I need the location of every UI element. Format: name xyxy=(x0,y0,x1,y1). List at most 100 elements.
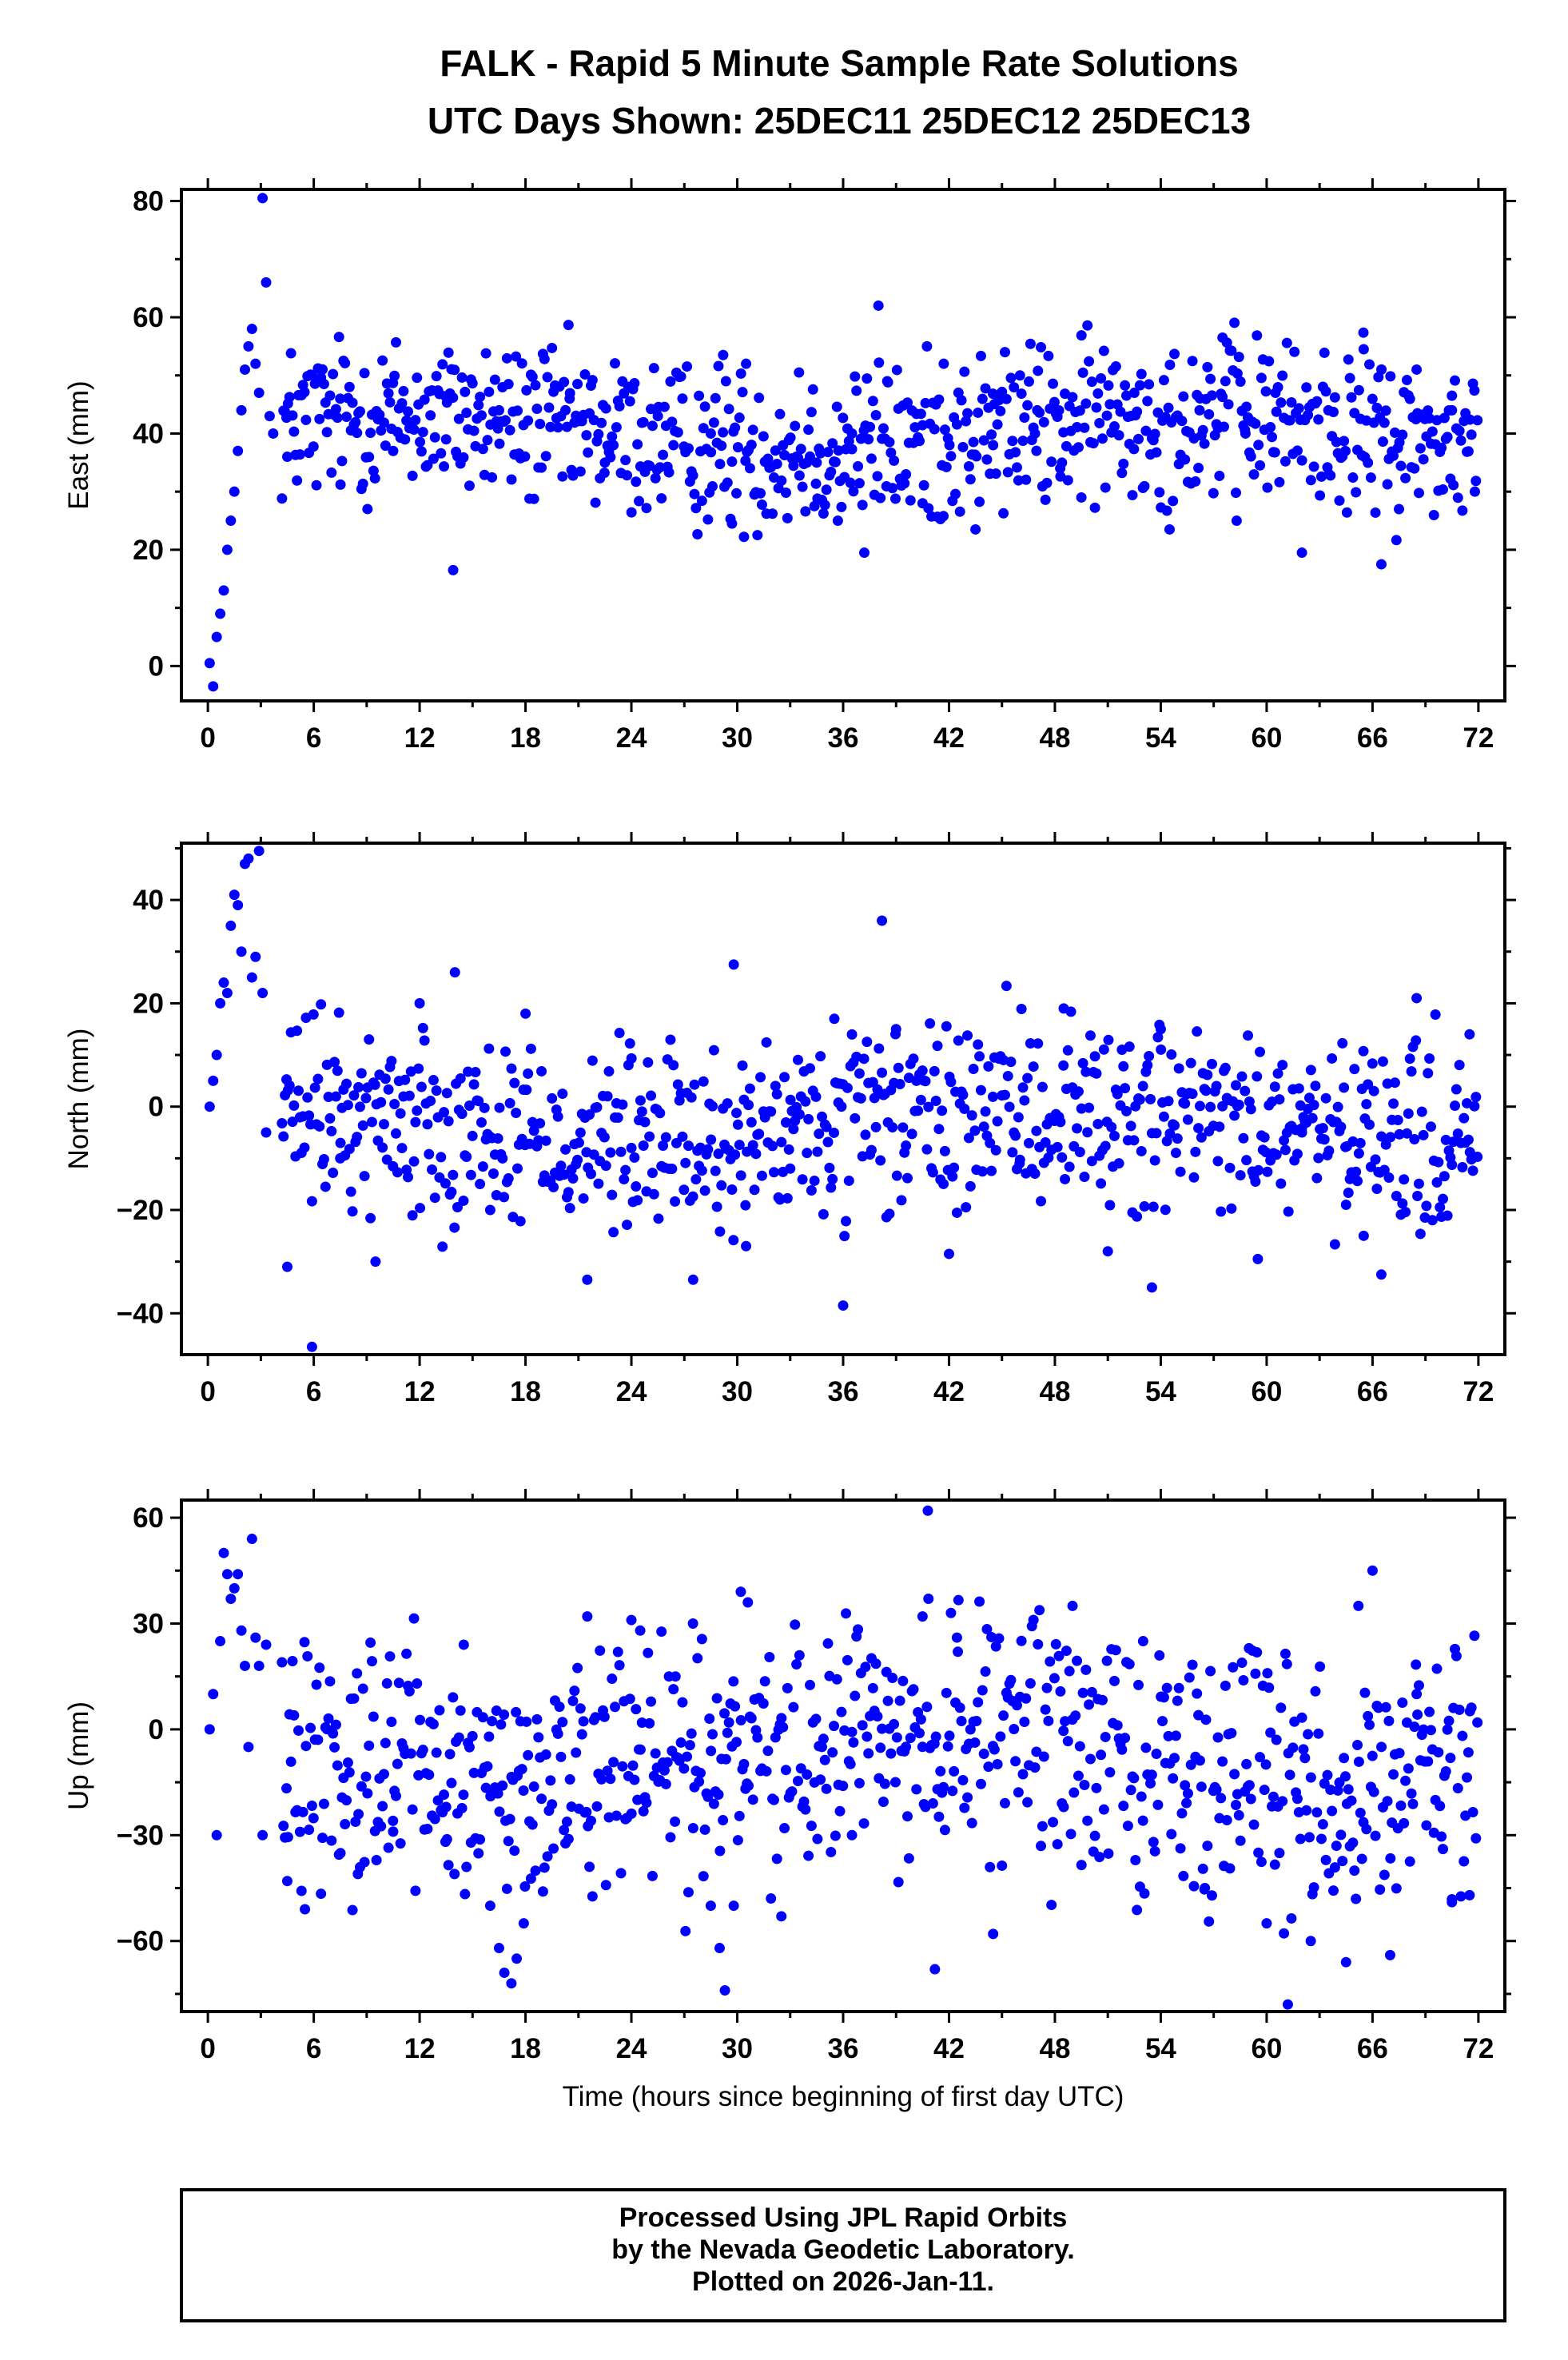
east-sample-point xyxy=(632,439,643,450)
north-sample-point xyxy=(1151,1128,1162,1139)
north-sample-point xyxy=(515,1216,526,1227)
up-sample-point xyxy=(846,1726,858,1737)
north-data-point xyxy=(1358,1230,1369,1241)
north-sample-point xyxy=(908,1053,919,1065)
north-sample-point xyxy=(540,1135,551,1146)
east-sample-point xyxy=(1315,490,1326,501)
up-sample-point xyxy=(492,1788,503,1799)
east-sample-point xyxy=(581,430,592,441)
up-sample-point xyxy=(531,1713,543,1725)
north-sample-point xyxy=(1089,1051,1100,1062)
up-sample-point xyxy=(1291,1793,1303,1805)
up-sample-point xyxy=(540,1749,551,1760)
east-y-tick-label: 20 xyxy=(133,535,164,566)
up-sample-point xyxy=(607,1673,618,1685)
north-sample-point xyxy=(810,1091,822,1102)
north-sample-point xyxy=(407,1210,418,1221)
north-data-point xyxy=(626,1142,637,1153)
north-sample-point xyxy=(782,1192,793,1204)
up-data-point xyxy=(687,1822,698,1833)
up-sample-point xyxy=(316,1888,327,1900)
up-data-point xyxy=(735,1586,746,1598)
up-sample-point xyxy=(611,1810,622,1821)
east-sample-point xyxy=(725,513,736,524)
east-sample-point xyxy=(1002,467,1013,478)
north-sample-point xyxy=(1403,1108,1414,1119)
up-sample-point xyxy=(1303,1729,1314,1740)
up-sample-point xyxy=(1423,1756,1434,1767)
up-data-point xyxy=(1353,1600,1364,1611)
up-sample-point xyxy=(383,1842,394,1853)
north-sample-point xyxy=(357,1120,368,1131)
east-sample-point xyxy=(1036,341,1047,352)
up-sample-point xyxy=(1069,1787,1080,1798)
up-sample-point xyxy=(660,1778,671,1789)
east-sample-point xyxy=(1470,476,1482,487)
east-sample-point xyxy=(1133,433,1144,444)
up-sample-point xyxy=(953,1594,964,1606)
up-sample-point xyxy=(1145,1777,1156,1789)
east-sample-point xyxy=(489,374,500,385)
north-sample-point xyxy=(341,1078,352,1089)
east-sample-point xyxy=(1140,425,1152,436)
up-sample-point xyxy=(1146,1769,1157,1781)
up-data-point xyxy=(582,1611,593,1622)
up-sample-point xyxy=(1311,1807,1323,1818)
north-sample-point xyxy=(821,1121,832,1132)
east-sample-point xyxy=(1418,454,1429,465)
up-sample-point xyxy=(719,1708,730,1719)
east-sample-point xyxy=(790,420,801,432)
east-sample-point xyxy=(682,361,693,372)
north-sample-point xyxy=(1470,1092,1482,1103)
up-sample-point xyxy=(848,1737,859,1748)
up-sample-point xyxy=(641,1797,652,1809)
east-sample-point xyxy=(819,499,830,511)
east-sample-point xyxy=(1409,463,1420,474)
up-sample-point xyxy=(1122,1821,1133,1832)
north-sample-point xyxy=(1279,1144,1291,1156)
up-sample-point xyxy=(1337,1856,1348,1867)
up-sample-point xyxy=(467,1730,478,1741)
east-sample-point xyxy=(1127,490,1138,501)
up-sample-point xyxy=(939,1825,950,1836)
north-sample-point xyxy=(292,1025,303,1037)
east-sample-point xyxy=(981,454,993,465)
up-sample-point xyxy=(969,1737,981,1748)
up-sample-point xyxy=(1308,1882,1319,1893)
north-sample-point xyxy=(603,1066,615,1077)
north-sample-point xyxy=(1406,1066,1417,1077)
up-sample-point xyxy=(947,1785,958,1797)
east-sample-point xyxy=(770,445,781,456)
up-sample-point xyxy=(1064,1666,1075,1677)
up-sample-point xyxy=(362,1788,373,1799)
up-sample-point xyxy=(1184,1672,1195,1683)
up-data-point xyxy=(221,1569,233,1580)
up-sample-point xyxy=(699,1824,710,1835)
north-sample-point xyxy=(817,1111,828,1122)
up-sample-point xyxy=(1009,1723,1020,1734)
east-sample-point xyxy=(1208,488,1219,499)
east-sample-point xyxy=(572,379,583,390)
east-sample-point xyxy=(747,424,758,436)
east-sample-point xyxy=(1339,436,1350,447)
north-x-tick-label: 18 xyxy=(510,1376,541,1407)
up-sample-point xyxy=(564,1774,575,1785)
up-sample-point xyxy=(1238,1674,1249,1685)
east-sample-point xyxy=(1077,367,1088,378)
north-data-point xyxy=(225,920,237,931)
north-sample-point xyxy=(1376,1131,1387,1142)
up-sample-point xyxy=(901,1741,912,1753)
east-sample-point xyxy=(675,371,686,382)
up-sample-point xyxy=(822,1638,834,1649)
east-sample-point xyxy=(862,373,873,384)
up-sample-point xyxy=(1031,1746,1042,1757)
up-sample-point xyxy=(791,1659,802,1670)
east-sample-point xyxy=(677,393,688,404)
north-sample-point xyxy=(854,1068,865,1079)
up-sample-point xyxy=(831,1673,842,1685)
east-sample-point xyxy=(1221,337,1232,348)
up-sample-point xyxy=(1079,1780,1090,1791)
east-sample-point xyxy=(638,416,649,428)
up-sample-point xyxy=(584,1861,595,1872)
up-sample-point xyxy=(377,1801,388,1812)
